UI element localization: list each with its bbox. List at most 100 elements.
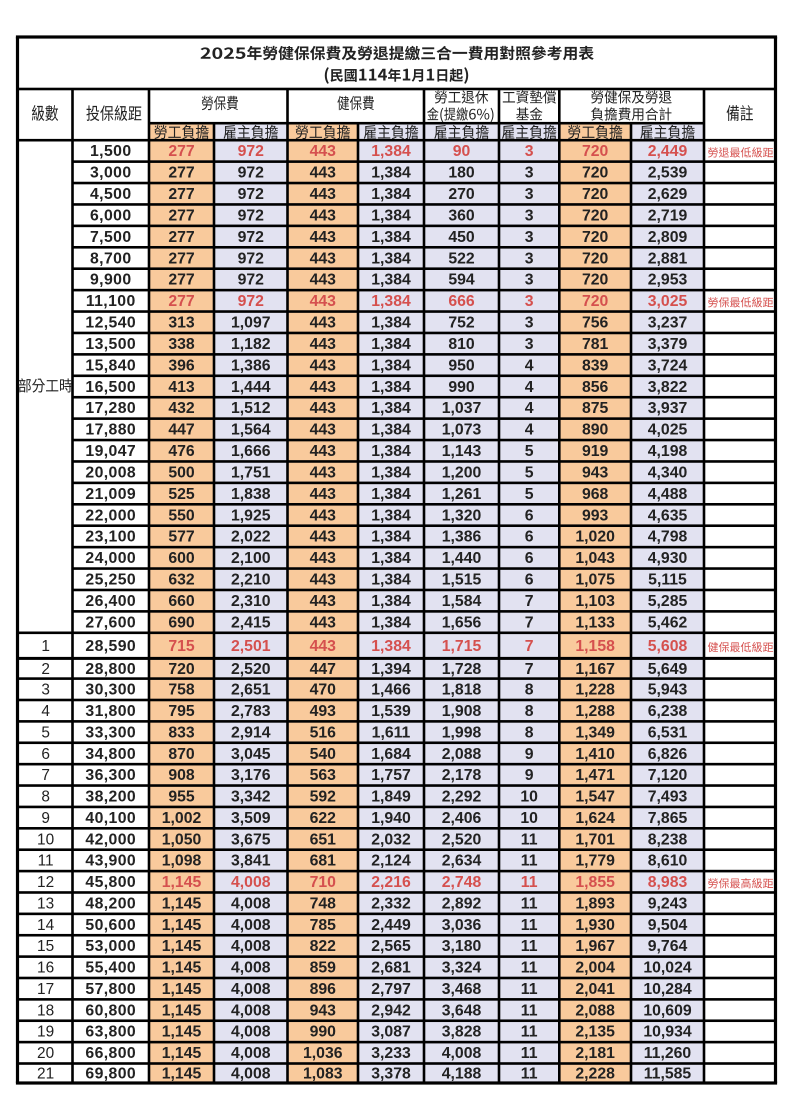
svg-text:4,198: 4,198 [648, 443, 688, 460]
svg-text:2,216: 2,216 [371, 874, 411, 891]
svg-text:1,384: 1,384 [371, 229, 411, 246]
svg-text:8,983: 8,983 [648, 874, 688, 891]
svg-text:3,724: 3,724 [648, 357, 688, 374]
svg-text:3: 3 [525, 229, 534, 246]
svg-text:810: 810 [448, 336, 475, 353]
svg-text:3: 3 [41, 682, 50, 699]
svg-text:1,386: 1,386 [442, 529, 482, 546]
svg-text:968: 968 [582, 486, 609, 503]
svg-text:1,384: 1,384 [371, 336, 411, 353]
svg-text:2,292: 2,292 [442, 789, 482, 806]
svg-text:34,800: 34,800 [85, 746, 136, 763]
svg-text:470: 470 [310, 682, 337, 699]
svg-text:7: 7 [525, 614, 534, 631]
svg-text:3,675: 3,675 [231, 831, 271, 848]
svg-text:990: 990 [448, 379, 475, 396]
svg-text:1,930: 1,930 [575, 917, 615, 934]
svg-text:3,378: 3,378 [371, 1066, 411, 1083]
svg-text:11: 11 [521, 981, 538, 998]
svg-text:443: 443 [310, 229, 337, 246]
svg-text:1,728: 1,728 [442, 661, 482, 678]
svg-text:31,800: 31,800 [85, 703, 136, 720]
svg-text:1,145: 1,145 [162, 917, 202, 934]
svg-text:443: 443 [310, 614, 337, 631]
svg-text:8: 8 [525, 682, 534, 699]
svg-text:13,500: 13,500 [85, 336, 136, 353]
svg-text:1,145: 1,145 [162, 1024, 202, 1041]
svg-text:1,384: 1,384 [371, 315, 411, 332]
svg-text:1,715: 1,715 [442, 638, 482, 655]
svg-text:2,100: 2,100 [231, 550, 271, 567]
svg-text:3,237: 3,237 [648, 315, 688, 332]
svg-text:1,838: 1,838 [231, 486, 271, 503]
svg-text:943: 943 [582, 464, 609, 481]
svg-text:6: 6 [525, 550, 534, 567]
svg-text:25,250: 25,250 [85, 572, 136, 589]
svg-text:5: 5 [525, 464, 534, 481]
svg-text:1,145: 1,145 [162, 1066, 202, 1083]
svg-text:11: 11 [521, 853, 538, 870]
svg-text:2,681: 2,681 [371, 960, 411, 977]
svg-text:2,228: 2,228 [575, 1066, 615, 1083]
svg-text:2,041: 2,041 [575, 981, 615, 998]
svg-text:822: 822 [310, 938, 337, 955]
svg-text:33,300: 33,300 [85, 724, 136, 741]
svg-text:5,649: 5,649 [648, 661, 688, 678]
svg-text:443: 443 [310, 293, 337, 310]
svg-text:17,280: 17,280 [85, 400, 136, 417]
svg-text:11: 11 [521, 1002, 538, 1019]
svg-text:1,384: 1,384 [371, 143, 411, 160]
svg-text:9: 9 [525, 767, 534, 784]
svg-text:993: 993 [582, 507, 609, 524]
svg-text:4,500: 4,500 [90, 186, 132, 203]
svg-text:516: 516 [310, 724, 337, 741]
svg-text:1: 1 [41, 638, 50, 655]
svg-text:690: 690 [168, 614, 195, 631]
svg-text:919: 919 [582, 443, 609, 460]
svg-text:1,757: 1,757 [371, 767, 411, 784]
svg-text:2,953: 2,953 [648, 272, 688, 289]
svg-text:413: 413 [168, 379, 195, 396]
svg-text:758: 758 [168, 682, 195, 699]
svg-text:443: 443 [310, 272, 337, 289]
svg-text:1,386: 1,386 [231, 357, 271, 374]
svg-text:4,025: 4,025 [648, 422, 688, 439]
svg-text:1,384: 1,384 [371, 464, 411, 481]
svg-text:4,488: 4,488 [648, 486, 688, 503]
svg-text:2,797: 2,797 [371, 981, 411, 998]
svg-text:3,176: 3,176 [231, 767, 271, 784]
svg-text:4,008: 4,008 [231, 981, 271, 998]
svg-text:1,143: 1,143 [442, 443, 482, 460]
svg-text:476: 476 [168, 443, 195, 460]
svg-text:4,798: 4,798 [648, 529, 688, 546]
svg-text:2,634: 2,634 [442, 853, 482, 870]
svg-text:443: 443 [310, 250, 337, 267]
svg-text:443: 443 [310, 464, 337, 481]
svg-text:1,384: 1,384 [371, 357, 411, 374]
svg-text:1,145: 1,145 [162, 874, 202, 891]
svg-text:60,800: 60,800 [85, 1002, 136, 1019]
svg-text:972: 972 [238, 293, 265, 310]
svg-text:720: 720 [582, 272, 609, 289]
svg-text:2,181: 2,181 [575, 1045, 615, 1062]
svg-text:2,892: 2,892 [442, 895, 482, 912]
svg-text:972: 972 [238, 229, 265, 246]
svg-text:1,037: 1,037 [442, 400, 482, 417]
svg-text:550: 550 [168, 507, 195, 524]
svg-text:5: 5 [525, 486, 534, 503]
svg-text:1,167: 1,167 [575, 661, 615, 678]
svg-text:3,841: 3,841 [231, 853, 271, 870]
svg-text:8: 8 [41, 789, 50, 806]
svg-text:1,440: 1,440 [442, 550, 482, 567]
svg-text:16: 16 [37, 960, 54, 977]
svg-text:22,000: 22,000 [85, 507, 136, 524]
svg-text:7,500: 7,500 [90, 229, 132, 246]
svg-text:600: 600 [168, 550, 195, 567]
svg-text:1,564: 1,564 [231, 422, 271, 439]
svg-text:18: 18 [37, 1002, 54, 1019]
svg-text:10,609: 10,609 [643, 1002, 692, 1019]
svg-text:8: 8 [525, 703, 534, 720]
svg-text:795: 795 [168, 703, 195, 720]
svg-text:3,233: 3,233 [371, 1045, 411, 1062]
svg-text:277: 277 [168, 293, 195, 310]
